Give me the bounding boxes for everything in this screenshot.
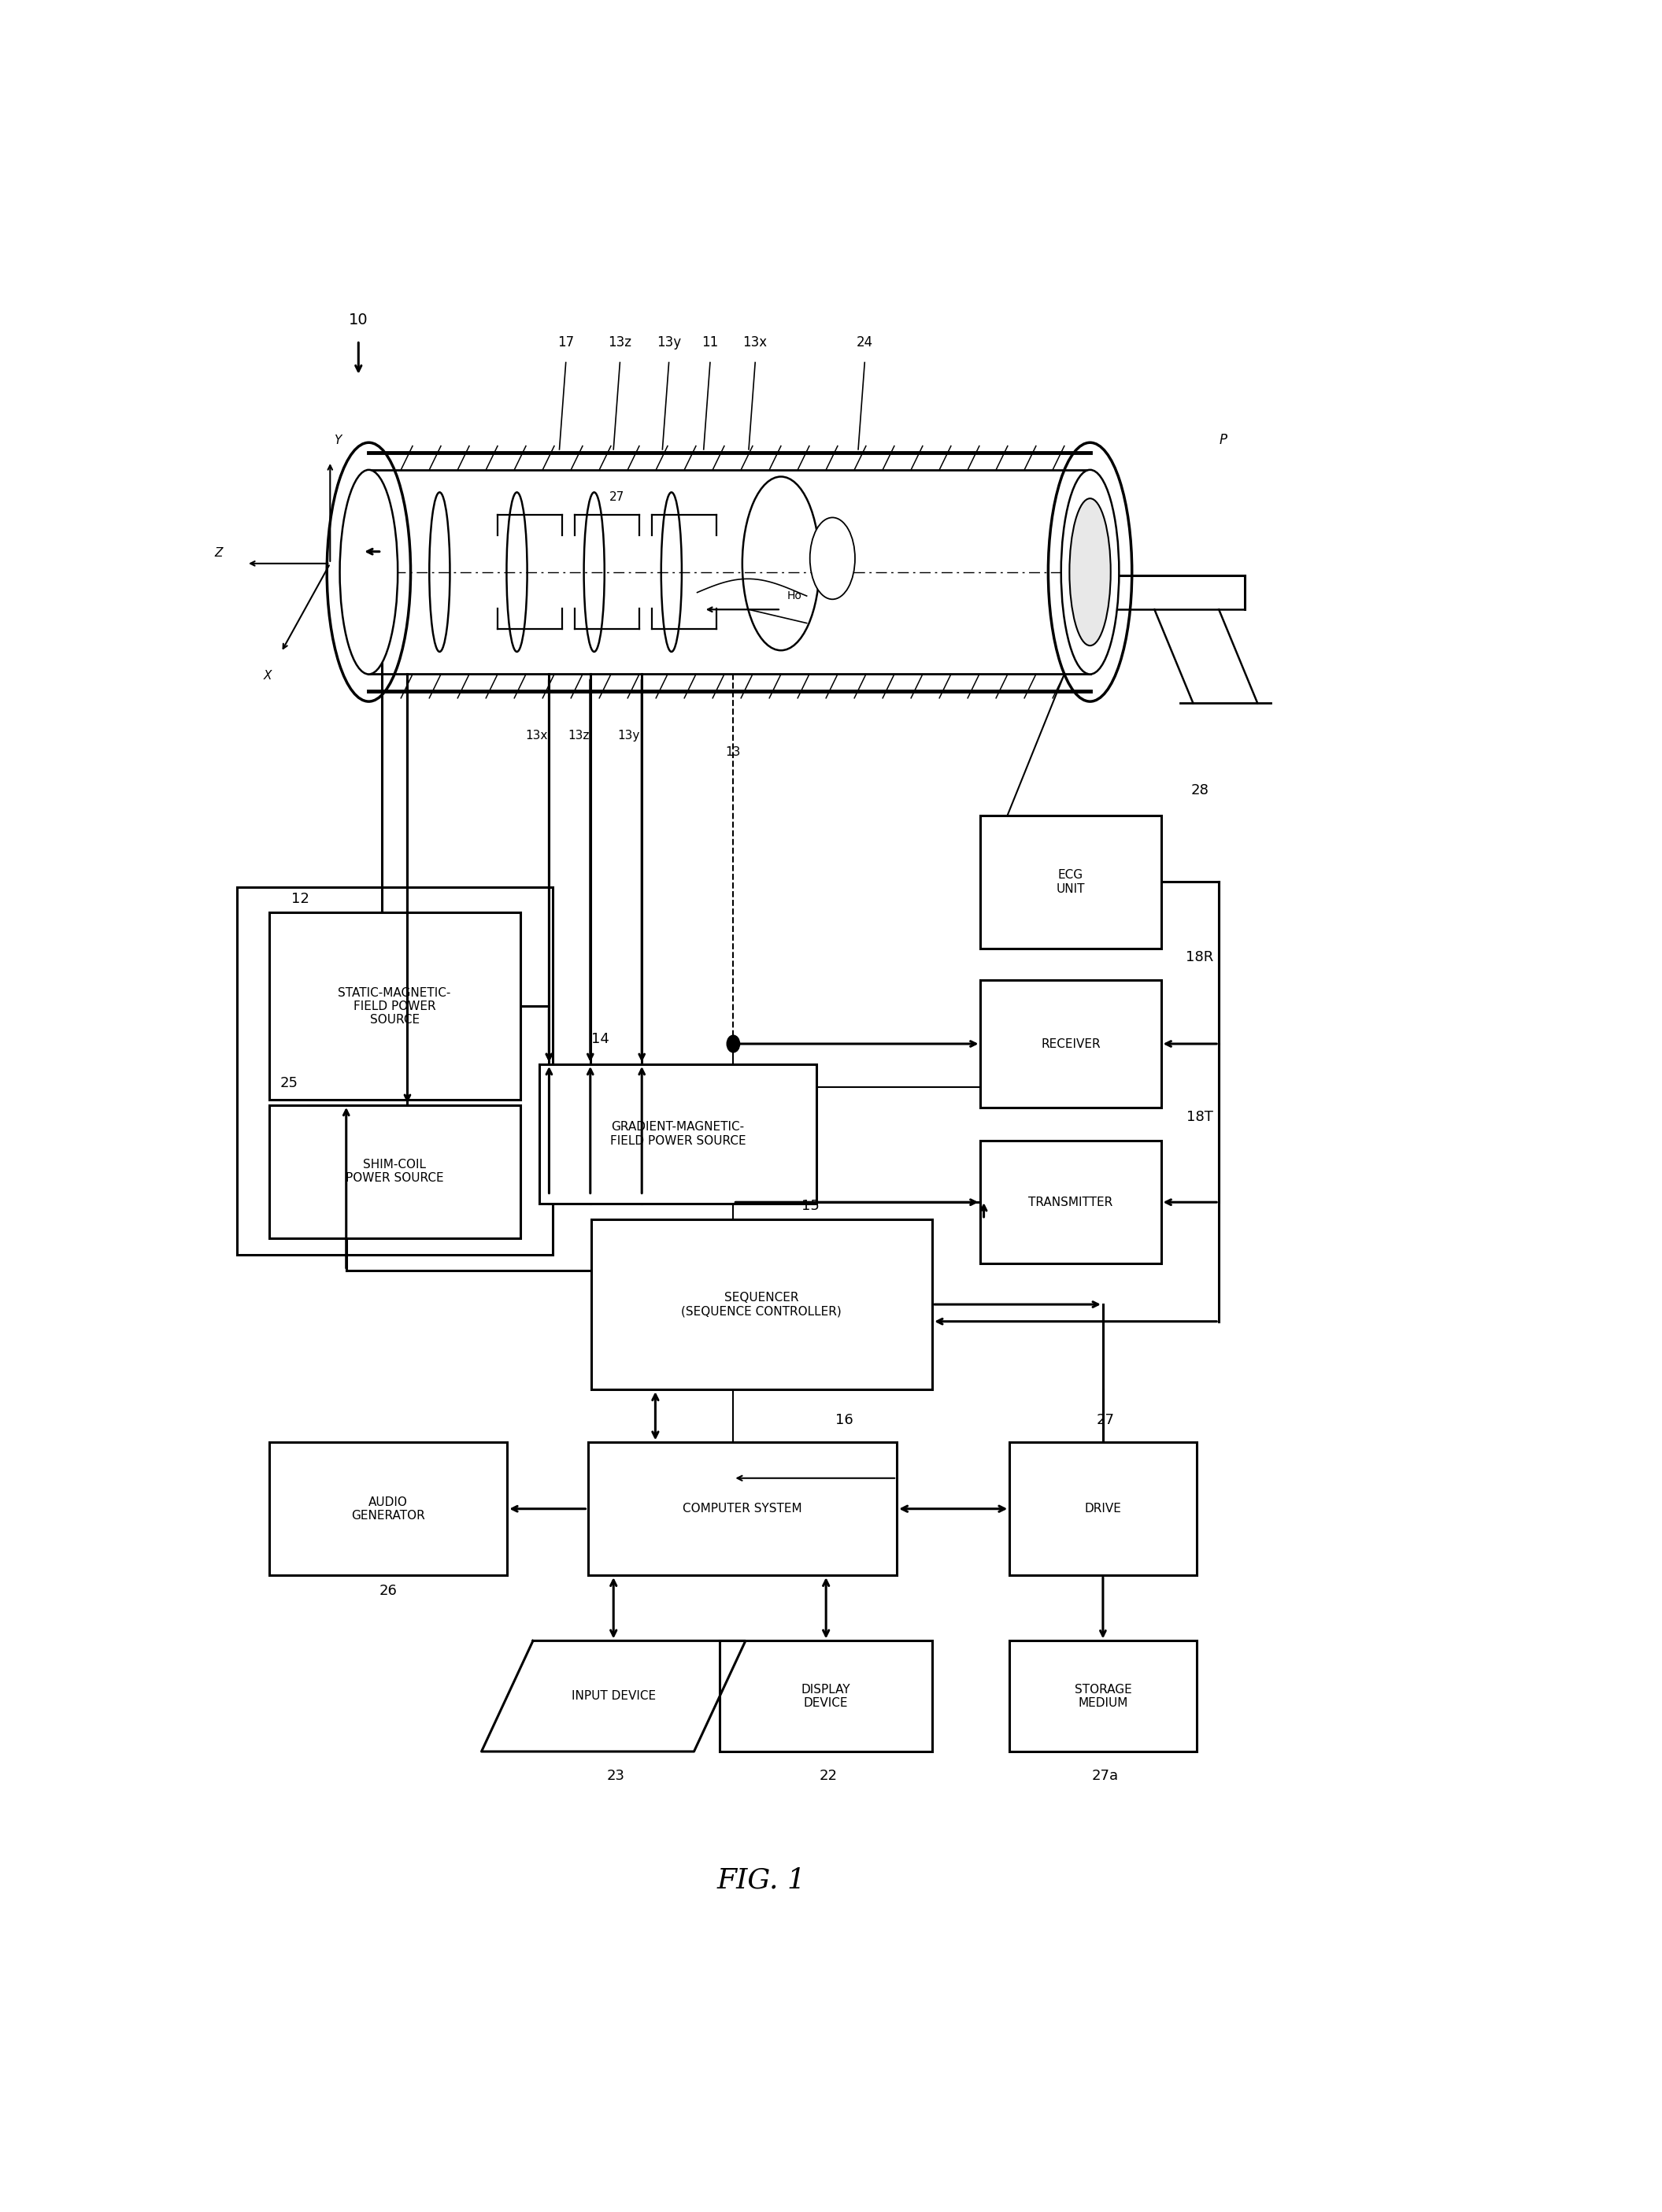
Text: 15: 15 [801, 1199, 819, 1212]
Text: 13z: 13z [608, 334, 632, 349]
Text: DRIVE: DRIVE [1085, 1502, 1122, 1515]
Text: 28: 28 [1190, 783, 1208, 796]
Ellipse shape [1069, 498, 1110, 646]
Text: FIG. 1: FIG. 1 [716, 1867, 806, 1893]
Text: 18R: 18R [1185, 949, 1213, 964]
Bar [720, 1641, 932, 1752]
Ellipse shape [339, 469, 397, 675]
Text: SEQUENCER
(SEQUENCE CONTROLLER): SEQUENCER (SEQUENCE CONTROLLER) [681, 1292, 843, 1316]
Bar [588, 1442, 897, 1575]
Text: 13y: 13y [618, 730, 640, 741]
Text: 13z: 13z [568, 730, 590, 741]
Text: 27: 27 [1097, 1413, 1115, 1427]
Bar [981, 1141, 1162, 1263]
Bar [540, 1064, 816, 1203]
Text: X: X [263, 670, 271, 681]
Text: 14: 14 [592, 1031, 610, 1046]
Text: RECEIVER: RECEIVER [1040, 1037, 1100, 1051]
Text: ECG
UNIT: ECG UNIT [1057, 869, 1085, 896]
Bar [269, 914, 520, 1099]
Bar [592, 1219, 932, 1389]
Text: STATIC-MAGNETIC-
FIELD POWER
SOURCE: STATIC-MAGNETIC- FIELD POWER SOURCE [337, 987, 450, 1026]
Text: STORAGE
MEDIUM: STORAGE MEDIUM [1074, 1683, 1132, 1710]
Text: DISPLAY
DEVICE: DISPLAY DEVICE [801, 1683, 851, 1710]
Text: 18T: 18T [1187, 1110, 1213, 1124]
Text: 16: 16 [834, 1413, 853, 1427]
Text: Y: Y [334, 436, 341, 447]
Text: 23: 23 [607, 1770, 625, 1783]
Text: 13y: 13y [656, 334, 681, 349]
Text: COMPUTER SYSTEM: COMPUTER SYSTEM [683, 1502, 803, 1515]
Bar [269, 1442, 507, 1575]
Ellipse shape [1060, 469, 1119, 675]
Ellipse shape [1049, 442, 1132, 701]
Text: Ho: Ho [788, 591, 803, 602]
Text: 11: 11 [701, 334, 718, 349]
Text: 17: 17 [557, 334, 573, 349]
Text: AUDIO
GENERATOR: AUDIO GENERATOR [351, 1495, 425, 1522]
Text: 10: 10 [349, 312, 369, 327]
Bar [269, 1106, 520, 1239]
Ellipse shape [809, 518, 854, 599]
Text: 26: 26 [379, 1584, 397, 1597]
Bar [236, 887, 552, 1254]
Ellipse shape [327, 442, 411, 701]
Circle shape [726, 1035, 740, 1053]
Text: 27a: 27a [1092, 1770, 1119, 1783]
Polygon shape [482, 1641, 746, 1752]
Bar [1009, 1442, 1197, 1575]
Text: SHIM-COIL
POWER SOURCE: SHIM-COIL POWER SOURCE [346, 1159, 444, 1183]
Text: Z: Z [214, 546, 223, 560]
Text: 12: 12 [291, 891, 309, 907]
Text: 13x: 13x [525, 730, 547, 741]
Text: INPUT DEVICE: INPUT DEVICE [572, 1690, 655, 1701]
Bar [981, 980, 1162, 1108]
Text: GRADIENT-MAGNETIC-
FIELD POWER SOURCE: GRADIENT-MAGNETIC- FIELD POWER SOURCE [610, 1121, 746, 1146]
Text: 13: 13 [726, 745, 741, 759]
Text: 22: 22 [819, 1770, 838, 1783]
Text: 25: 25 [279, 1075, 297, 1091]
Text: 13x: 13x [743, 334, 768, 349]
Text: 27: 27 [610, 491, 625, 502]
Text: TRANSMITTER: TRANSMITTER [1029, 1197, 1114, 1208]
Text: P: P [1218, 434, 1227, 447]
Bar [981, 816, 1162, 949]
Text: 24: 24 [856, 334, 873, 349]
Bar [1009, 1641, 1197, 1752]
